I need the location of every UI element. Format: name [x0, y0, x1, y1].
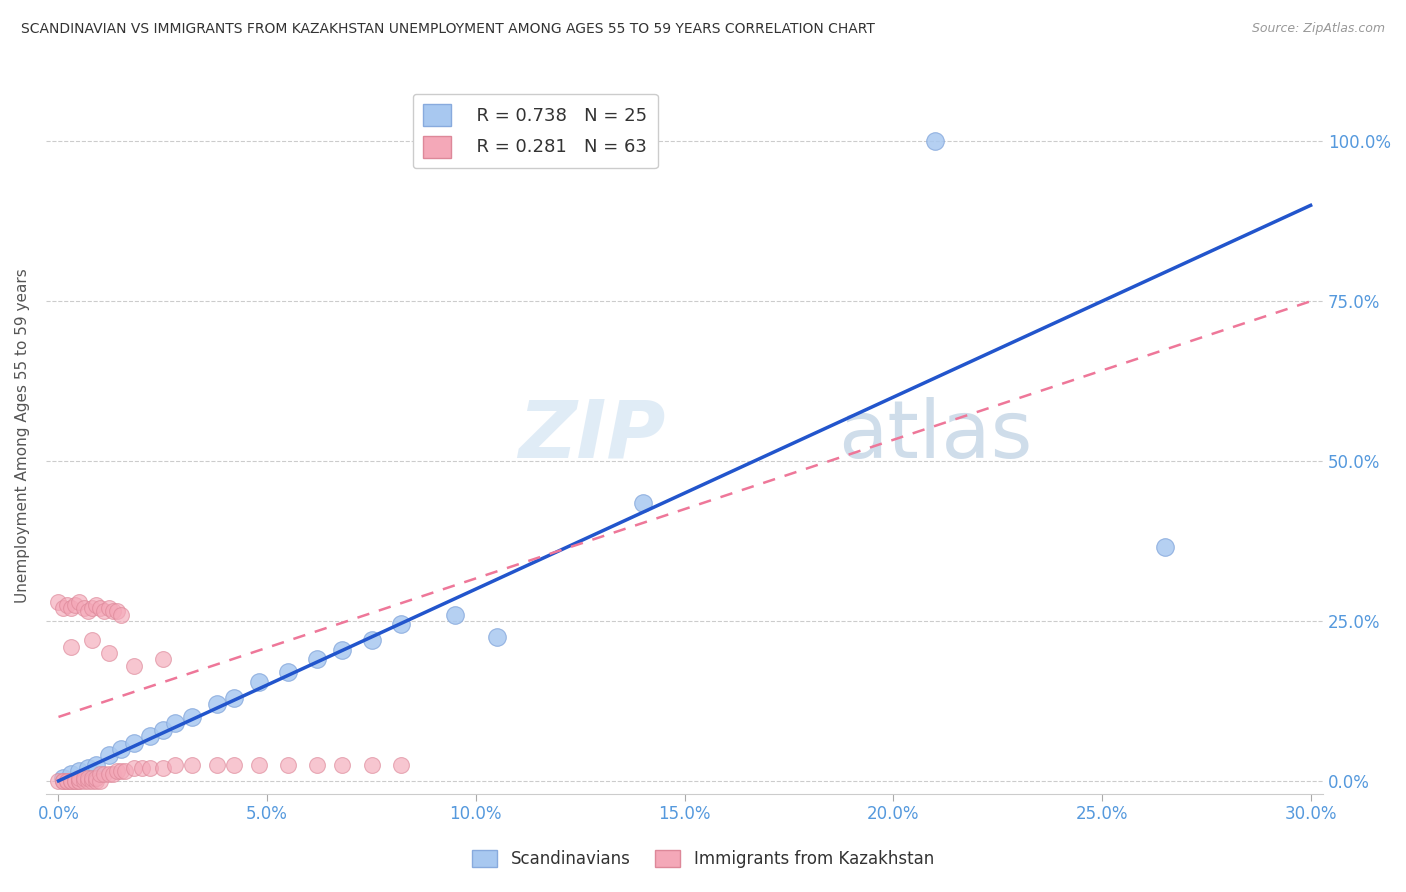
Point [110, 742, 132, 756]
Point [181, 710, 204, 724]
Point [105, 604, 128, 618]
Point [97, 748, 120, 763]
Y-axis label: Unemployment Among Ages 55 to 59 years: Unemployment Among Ages 55 to 59 years [15, 268, 30, 603]
Legend: Scandinavians, Immigrants from Kazakhstan: Scandinavians, Immigrants from Kazakhsta… [465, 843, 941, 875]
Point [924, 135, 946, 149]
Point [89, 773, 111, 788]
Point [277, 758, 299, 772]
Point [63, 773, 86, 788]
Point [84, 758, 107, 772]
Point [247, 674, 270, 689]
Point [67, 771, 90, 785]
Point [389, 617, 412, 632]
Point [60, 773, 83, 788]
Legend:   R = 0.738   N = 25,   R = 0.281   N = 63: R = 0.738 N = 25, R = 0.281 N = 63 [412, 94, 658, 169]
Point [63, 773, 86, 788]
Point [89, 767, 111, 781]
Point [67, 764, 90, 779]
Point [389, 758, 412, 772]
Point [97, 601, 120, 615]
Point [48, 773, 70, 788]
Point [48, 595, 70, 609]
Point [80, 773, 103, 788]
Point [67, 773, 90, 788]
Point [97, 646, 120, 660]
Point [101, 767, 124, 781]
Point [485, 630, 508, 644]
Point [165, 758, 187, 772]
Point [84, 773, 107, 788]
Point [114, 764, 136, 779]
Point [444, 607, 467, 622]
Point [60, 640, 83, 654]
Point [72, 773, 94, 788]
Point [80, 633, 103, 648]
Point [101, 604, 124, 618]
Point [80, 771, 103, 785]
Point [222, 690, 245, 705]
Point [67, 773, 90, 788]
Point [360, 758, 382, 772]
Point [205, 697, 228, 711]
Point [122, 761, 145, 775]
Point [52, 771, 75, 785]
Point [330, 758, 353, 772]
Point [247, 758, 270, 772]
Point [222, 758, 245, 772]
Point [122, 658, 145, 673]
Point [122, 735, 145, 749]
Point [152, 761, 174, 775]
Text: Source: ZipAtlas.com: Source: ZipAtlas.com [1251, 22, 1385, 36]
Point [56, 598, 79, 612]
Text: SCANDINAVIAN VS IMMIGRANTS FROM KAZAKHSTAN UNEMPLOYMENT AMONG AGES 55 TO 59 YEAR: SCANDINAVIAN VS IMMIGRANTS FROM KAZAKHST… [21, 22, 875, 37]
Point [110, 764, 132, 779]
Point [93, 767, 115, 781]
Point [63, 598, 86, 612]
Point [76, 761, 98, 775]
Point [631, 135, 654, 149]
Point [56, 773, 79, 788]
Point [631, 496, 654, 510]
Point [307, 758, 329, 772]
Point [84, 771, 107, 785]
Point [205, 758, 228, 772]
Point [84, 598, 107, 612]
Point [307, 652, 329, 666]
Point [60, 767, 83, 781]
Point [60, 773, 83, 788]
Text: ZIP: ZIP [519, 397, 666, 475]
Point [165, 716, 187, 731]
Point [60, 601, 83, 615]
Point [1153, 541, 1175, 555]
Point [76, 604, 98, 618]
Point [76, 773, 98, 788]
Point [56, 773, 79, 788]
Point [93, 604, 115, 618]
Point [72, 771, 94, 785]
Point [67, 595, 90, 609]
Text: atlas: atlas [838, 397, 1032, 475]
Point [80, 601, 103, 615]
Point [330, 642, 353, 657]
Point [72, 601, 94, 615]
Point [152, 652, 174, 666]
Point [52, 601, 75, 615]
Point [131, 761, 153, 775]
Point [52, 773, 75, 788]
Point [277, 665, 299, 680]
Point [139, 761, 162, 775]
Point [97, 767, 120, 781]
Point [110, 607, 132, 622]
Point [181, 758, 204, 772]
Point [52, 773, 75, 788]
Point [152, 723, 174, 737]
Point [89, 601, 111, 615]
Point [105, 764, 128, 779]
Point [139, 729, 162, 743]
Point [76, 771, 98, 785]
Point [360, 633, 382, 648]
